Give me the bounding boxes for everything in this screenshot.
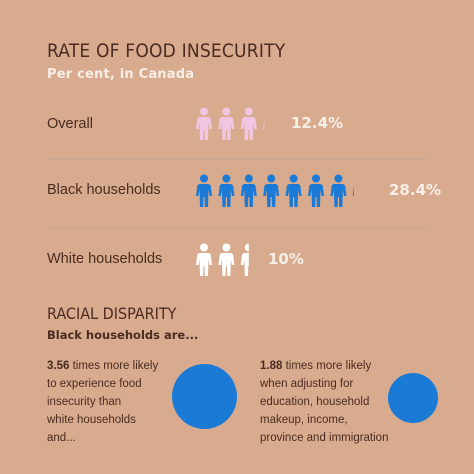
person-icon [196,174,212,207]
row-label-white-households: White households [47,251,163,267]
person-icon [263,174,280,207]
person-icon [240,107,257,140]
person-icon [240,243,249,276]
person-pictogram [196,107,265,140]
stat-description: times more likely when adjusting for edu… [260,360,389,444]
person-icon [196,243,212,276]
section-title: RACIAL DISPARITY [47,304,177,323]
person-icon [330,174,347,207]
person-icon [308,174,324,207]
person-icon [285,174,302,207]
stat-description: times more likely to experience food ins… [47,360,159,444]
divider [47,228,427,229]
row-label-overall: Overall [47,116,93,132]
person-icon [352,186,355,196]
row-label-black-households: Black households [47,182,161,198]
person-pictogram [196,174,355,207]
person-pictogram [196,243,249,276]
proportion-circle-1 [172,364,237,429]
row-value-overall: 12.4% [291,114,344,132]
stat-text-1: 3.56 times more likely to experience foo… [47,357,177,447]
person-icon [240,174,257,207]
person-icons-overall [195,107,285,141]
person-icons-black-households [195,174,374,208]
person-icon [263,119,265,129]
person-icon [196,107,212,140]
divider [47,159,427,160]
page-title: RATE OF FOOD INSECURITY [47,40,286,62]
row-value-white-households: 10% [268,250,304,268]
stat-multiplier: 3.56 [47,360,70,372]
page-subtitle: Per cent, in Canada [47,67,195,82]
proportion-circle-2 [388,373,438,423]
stat-text-2: 1.88 times more likely when adjusting fo… [260,357,420,447]
person-icons-white-households [195,243,262,277]
person-icon [218,243,235,276]
person-icon [218,107,235,140]
stat-multiplier: 1.88 [260,360,283,372]
row-value-black-households: 28.4% [389,181,442,199]
section-subtitle: Black households are... [47,328,199,342]
person-icon [218,174,235,207]
